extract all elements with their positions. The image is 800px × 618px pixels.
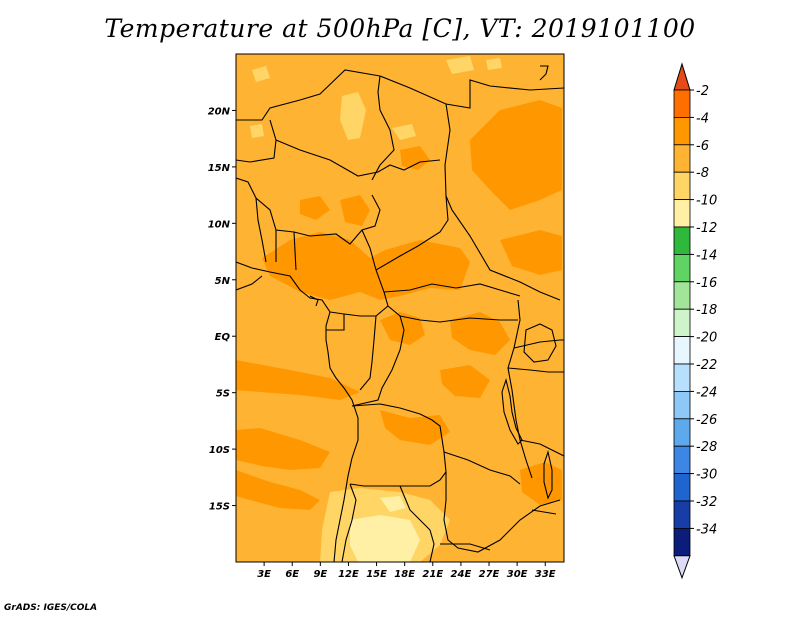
colorbar-swatch bbox=[673, 445, 691, 475]
colorbar-swatch bbox=[673, 226, 691, 255]
colorbar-swatch bbox=[673, 473, 691, 502]
lon-tick-label: 6E bbox=[285, 569, 299, 580]
colorbar-swatch bbox=[673, 89, 691, 118]
lon-tick-label: 15E bbox=[366, 569, 387, 580]
colorbar-swatch bbox=[673, 308, 691, 338]
colorbar-swatch bbox=[673, 500, 691, 529]
colorbar-label: -34 bbox=[696, 522, 717, 537]
warm-regions bbox=[236, 100, 562, 510]
colorbar-label: -28 bbox=[696, 440, 717, 455]
software-credit: GrADS: IGES/COLA bbox=[4, 603, 98, 613]
lon-tick-label: 3E bbox=[257, 569, 271, 580]
colorbar-label: -30 bbox=[696, 468, 717, 483]
colorbar-label: -12 bbox=[696, 221, 717, 236]
lon-tick-label: 9E bbox=[313, 569, 327, 580]
colorbar-swatch bbox=[673, 171, 691, 200]
map-frame bbox=[235, 53, 565, 563]
colorbar-swatch bbox=[673, 144, 691, 173]
colorbar-label: -22 bbox=[696, 358, 717, 373]
lon-tick-label: 24E bbox=[451, 569, 472, 580]
colorbar-swatch bbox=[673, 418, 691, 447]
lat-tick-label: 20N bbox=[208, 106, 231, 117]
latitude-axis: 20N 15N 10N 5N EQ 5S 10S 15S bbox=[208, 106, 236, 513]
lat-tick-label: 10S bbox=[209, 445, 230, 456]
colorbar-label: -8 bbox=[696, 166, 709, 181]
colorbar-label: -10 bbox=[696, 194, 717, 209]
colorbar-top-arrow bbox=[673, 62, 691, 91]
lat-tick-label: 10N bbox=[208, 219, 231, 230]
coolest-regions bbox=[350, 496, 420, 562]
map-title: Temperature at 500hPa [C], VT: 201910110… bbox=[104, 14, 696, 43]
colorbar-label: -6 bbox=[696, 139, 709, 154]
lat-tick-label: 5N bbox=[215, 276, 231, 287]
lon-tick-label: 18E bbox=[394, 569, 415, 580]
colorbar-label: -4 bbox=[696, 111, 709, 126]
colorbar-label: -16 bbox=[696, 276, 717, 291]
country-borders bbox=[236, 65, 564, 562]
colorbar-label: -24 bbox=[696, 385, 717, 400]
lon-tick-label: 12E bbox=[338, 569, 359, 580]
colorbar-swatch bbox=[673, 363, 691, 392]
colorbar-swatch bbox=[673, 528, 691, 557]
colorbar-swatch bbox=[673, 390, 691, 420]
lon-tick-label: 21E bbox=[422, 569, 443, 580]
colorbar-swatch bbox=[673, 336, 691, 365]
colorbar-label: -2 bbox=[696, 84, 709, 99]
lon-tick-label: 27E bbox=[479, 569, 500, 580]
colorbar-swatch bbox=[673, 281, 691, 310]
colorbar-swatch bbox=[673, 117, 691, 146]
lat-tick-label: 5S bbox=[216, 389, 230, 400]
colorbar-swatch bbox=[673, 199, 691, 228]
lat-tick-label: EQ bbox=[215, 332, 231, 343]
lat-tick-label: 15S bbox=[209, 502, 230, 513]
colorbar-label: -32 bbox=[696, 495, 717, 510]
lat-tick-label: 15N bbox=[208, 163, 231, 174]
colorbar-bottom-arrow bbox=[673, 555, 691, 580]
colorbar-label: -18 bbox=[696, 303, 717, 318]
lon-tick-label: 33E bbox=[535, 569, 556, 580]
temperature-field bbox=[236, 54, 564, 562]
longitude-axis: 3E 6E 9E 12E 15E 18E 21E 24E 27E 30E 33E bbox=[257, 562, 556, 580]
colorbar-swatch bbox=[673, 253, 691, 283]
colorbar-label: -26 bbox=[696, 413, 717, 428]
colorbar-label: -20 bbox=[696, 331, 717, 346]
colorbar: -2 -4 -6 -8 -10 -12 -14 -16 -18 -20 -22 -24 -26 -28 -3… bbox=[673, 62, 717, 580]
lon-tick-label: 30E bbox=[507, 569, 528, 580]
colorbar-label: -14 bbox=[696, 248, 717, 263]
